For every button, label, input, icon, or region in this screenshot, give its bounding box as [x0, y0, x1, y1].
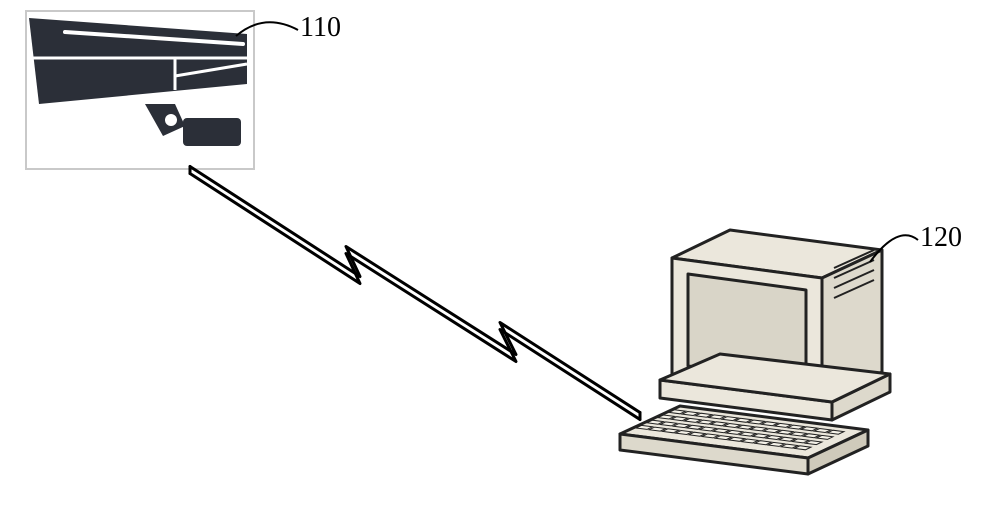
diagram-canvas: 110	[0, 0, 1000, 510]
computer-icon	[610, 220, 930, 500]
computer-node	[610, 220, 930, 500]
computer-ref-label: 120	[920, 222, 962, 254]
camera-icon	[25, 10, 255, 170]
camera-node	[25, 10, 255, 170]
camera-ref-label: 110	[300, 12, 341, 44]
